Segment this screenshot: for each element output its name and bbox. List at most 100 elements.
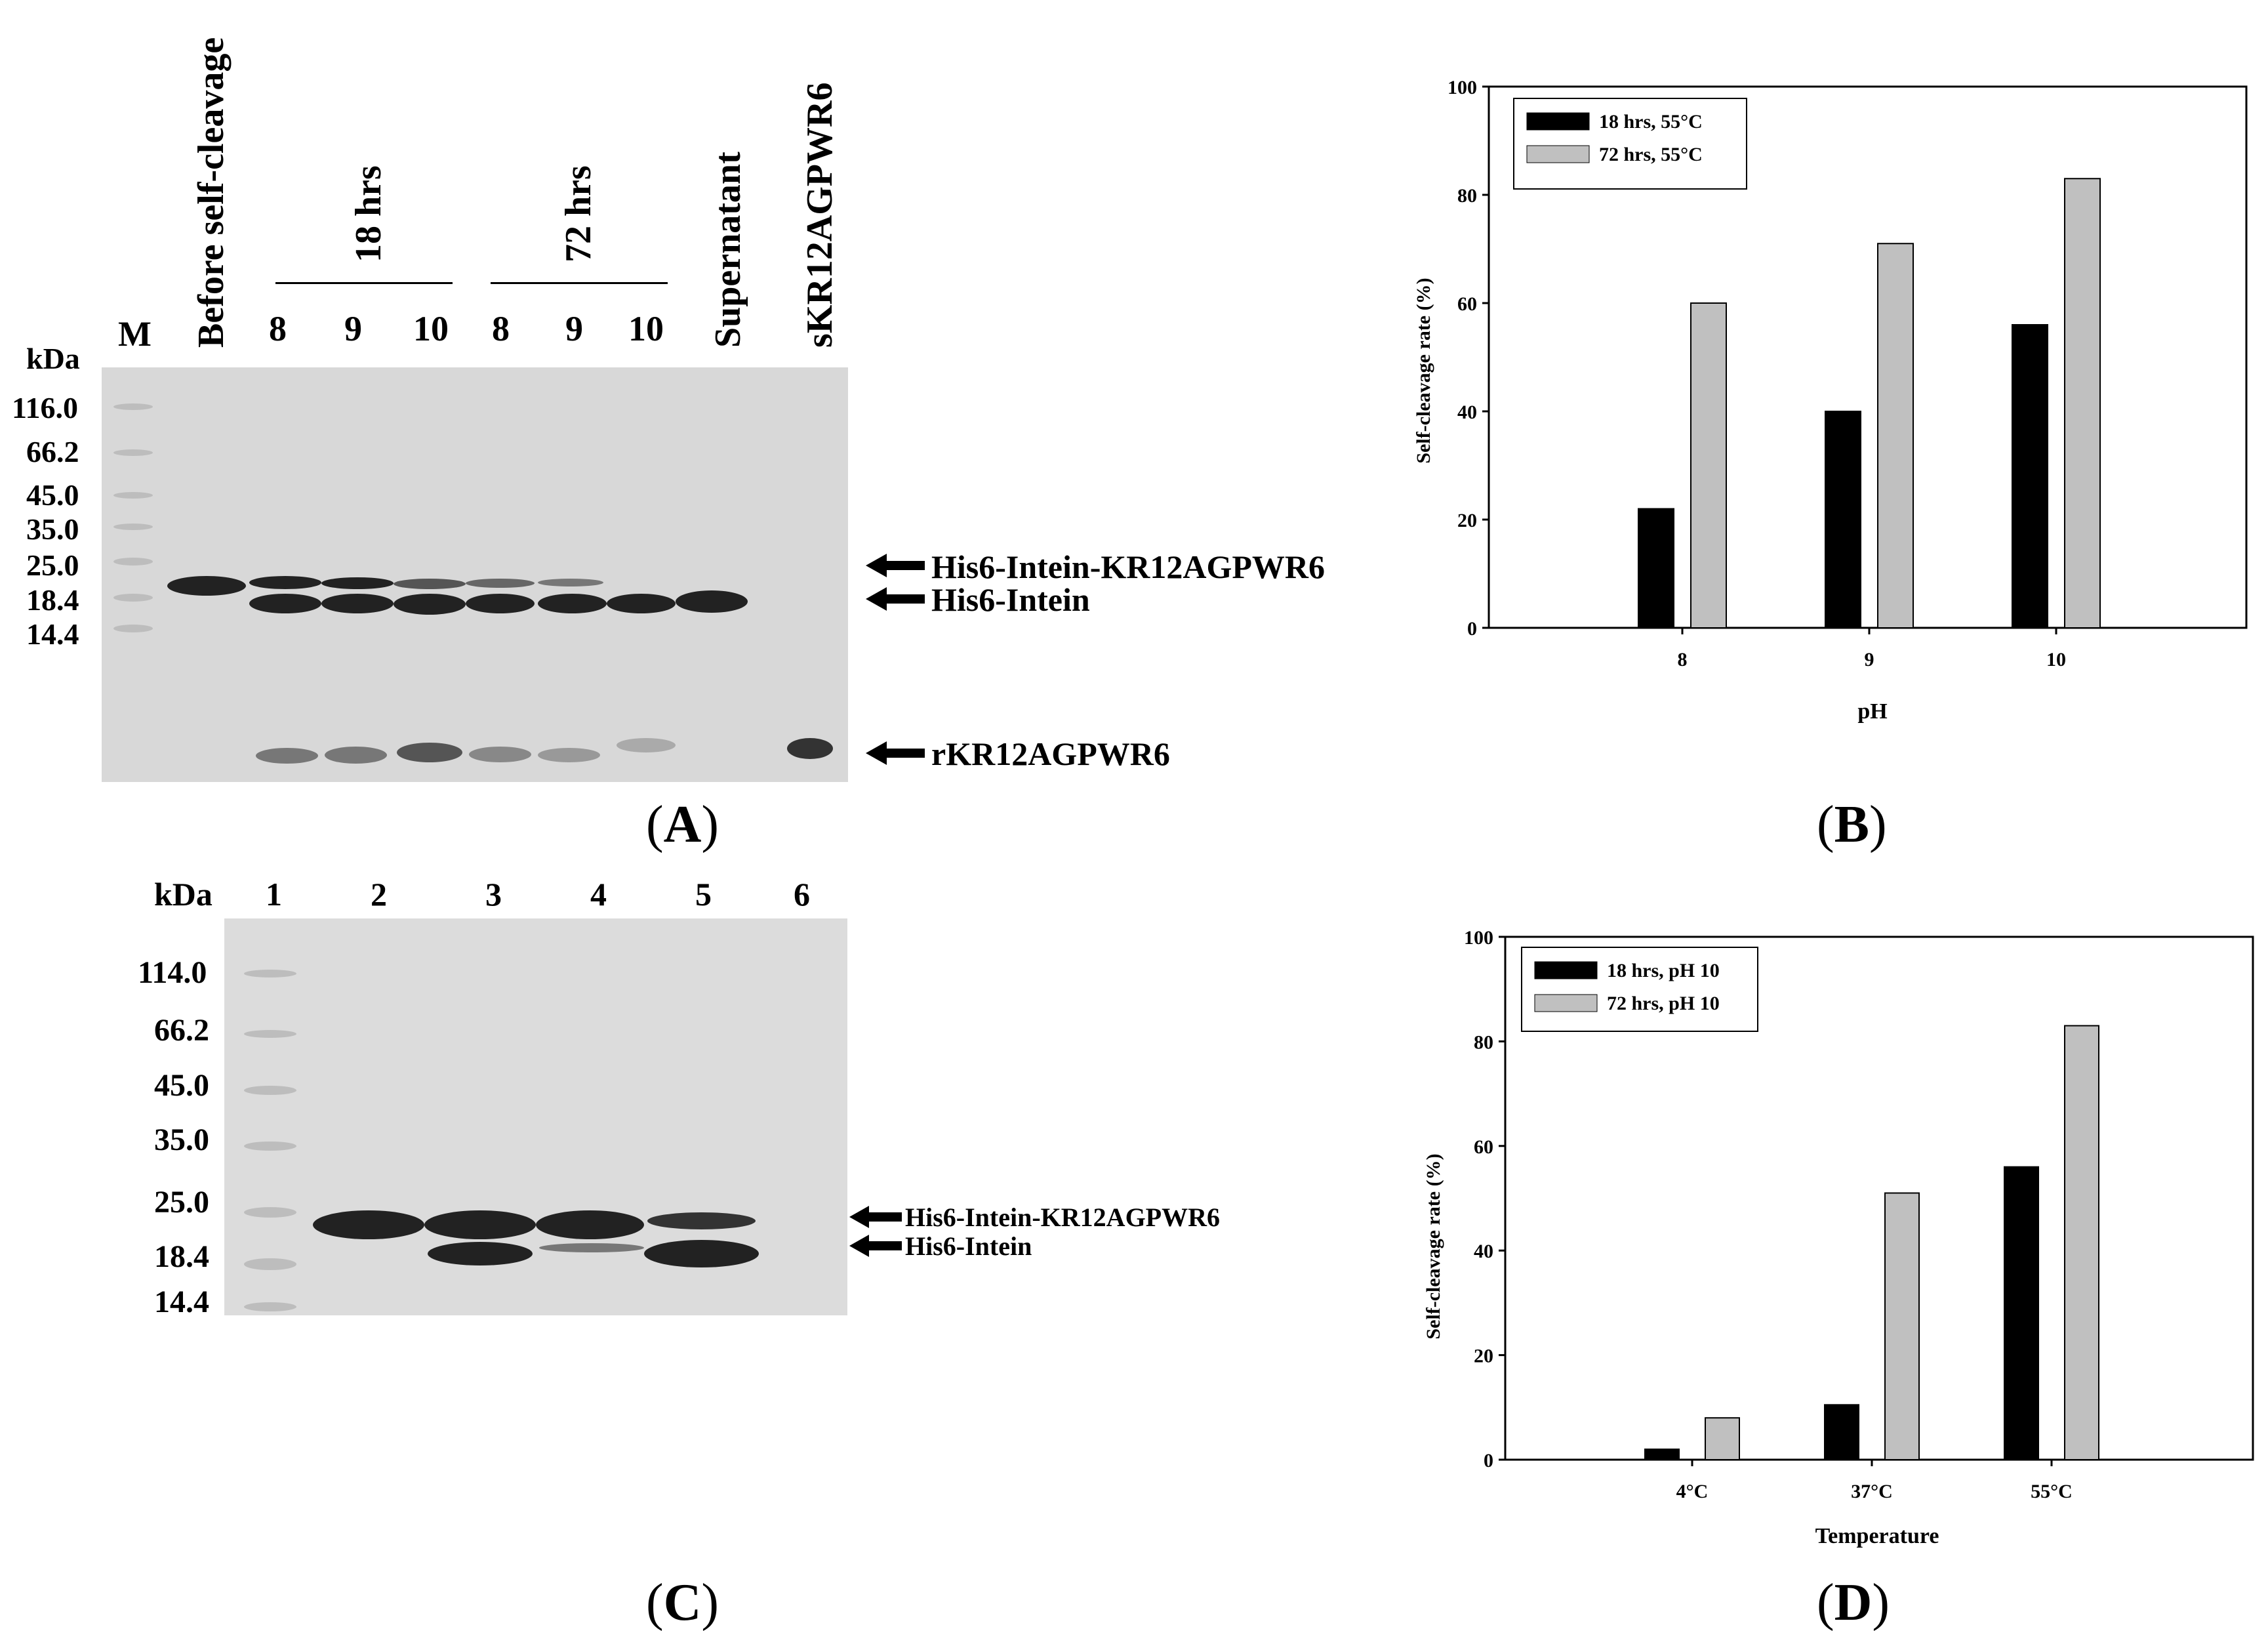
lane-number: 9	[565, 309, 583, 348]
arrow-label: His6-Intein	[931, 581, 1090, 618]
ladder-label: 114.0	[138, 955, 207, 990]
ladder-label: 35.0	[26, 512, 79, 546]
x-axis-label: pH	[1857, 699, 1887, 724]
bar-18hrs	[1824, 1404, 1859, 1460]
group-18hrs-label: 18 hrs	[348, 165, 389, 262]
legend-label: 18 hrs, 55°C	[1599, 111, 1703, 133]
plot-frame	[1488, 85, 2248, 629]
bar-72hrs	[2064, 178, 2101, 628]
y-axis-label: Self-cleavage rate (%)	[1423, 1153, 1444, 1339]
ladder-label: 45.0	[26, 478, 79, 512]
bar-18hrs	[2004, 1166, 2039, 1460]
ladder-label: 18.4	[154, 1239, 209, 1274]
kda-label: kDa	[26, 342, 80, 375]
kda-label: kDa	[154, 876, 213, 913]
legend-label: 72 hrs, 55°C	[1599, 144, 1703, 165]
ladder-label: 35.0	[154, 1122, 209, 1157]
legend-label: 72 hrs, pH 10	[1607, 993, 1720, 1014]
panel-letter-c: (C)	[646, 1574, 719, 1632]
y-tick-label: 80	[1457, 185, 1477, 207]
y-tick-label: 80	[1474, 1031, 1493, 1053]
ladder-label: 14.4	[26, 617, 79, 651]
ladder-label: 25.0	[154, 1185, 209, 1220]
x-tick-label: 55°C	[2031, 1481, 2073, 1502]
lane-number: 10	[413, 309, 449, 348]
lane-number: 8	[492, 309, 510, 348]
group-72hrs-label: 72 hrs	[558, 165, 599, 262]
bar-72hrs	[1877, 243, 1914, 628]
y-tick-label: 60	[1474, 1136, 1493, 1158]
lane-number: 3	[485, 876, 502, 913]
lane-number: 1	[266, 876, 282, 913]
x-tick-label: 4°C	[1676, 1481, 1709, 1502]
plot-frame	[1504, 936, 2254, 1461]
x-tick-label: 8	[1678, 649, 1688, 670]
arrow-icon	[849, 1235, 902, 1257]
lane-number: 8	[269, 309, 287, 348]
arrow-label: His6-Intein-KR12AGPWR6	[905, 1203, 1220, 1232]
y-axis-label: Self-cleavage rate (%)	[1413, 278, 1434, 463]
panel-c: kDa 1 2 3 4 5 6 114.0 66.2 45.0 35.0 25.…	[0, 866, 1390, 1646]
ladder-label: 45.0	[154, 1068, 209, 1103]
ladder-label: 18.4	[26, 583, 79, 617]
x-tick-label: 10	[2046, 649, 2066, 670]
y-tick-label: 100	[1464, 927, 1493, 949]
lane-number: 6	[794, 876, 810, 913]
panel-letter-b: (B)	[1817, 796, 1887, 854]
y-tick-label: 0	[1484, 1450, 1493, 1471]
lane-number: 5	[695, 876, 712, 913]
panel-d: Self-cleavage rate (%) Temperature 0 20 40…	[1390, 866, 2268, 1646]
lane-header-supernatant: Supernatant	[708, 152, 748, 348]
panel-a: Before self-cleavage Supernatant sKR12AG…	[0, 0, 1390, 866]
arrow-label: rKR12AGPWR6	[931, 735, 1170, 772]
chart-b: Self-cleavage rate (%) pH 0 20 40 60 80 100 8 9…	[1413, 77, 2248, 724]
gel-a-image	[102, 367, 848, 782]
legend-swatch	[1534, 994, 1598, 1012]
x-tick-label: 9	[1865, 649, 1874, 670]
y-tick-label: 20	[1457, 510, 1477, 531]
bar-72hrs	[1690, 302, 1727, 628]
x-tick-label: 37°C	[1851, 1481, 1893, 1502]
legend-label: 18 hrs, pH 10	[1607, 960, 1720, 981]
lane-number: 4	[590, 876, 607, 913]
bar-18hrs	[2012, 324, 2048, 628]
arrow-label: His6-Intein-KR12AGPWR6	[931, 548, 1325, 585]
chart-d: Self-cleavage rate (%) Temperature 0 20 40…	[1423, 927, 2254, 1548]
ladder-label: 116.0	[12, 391, 78, 424]
ladder-label: 25.0	[26, 548, 79, 582]
ladder-label: 14.4	[154, 1285, 209, 1319]
ladder-label: 66.2	[26, 435, 79, 468]
bar-18hrs	[1644, 1449, 1680, 1460]
lane-header-skr: sKR12AGPWR6	[800, 82, 840, 348]
y-tick-label: 100	[1448, 77, 1477, 98]
y-tick-label: 40	[1474, 1241, 1493, 1262]
bar-18hrs	[1638, 508, 1674, 628]
panel-b: Self-cleavage rate (%) pH 0 20 40 60 80 100 8 9…	[1390, 0, 2268, 866]
bar-72hrs	[2064, 1025, 2099, 1461]
arrow-label: His6-Intein	[905, 1231, 1032, 1261]
y-tick-label: 0	[1467, 618, 1477, 640]
ladder-label: 66.2	[154, 1013, 209, 1048]
arrow-icon	[866, 554, 925, 577]
lane-header-before: Before self-cleavage	[191, 37, 232, 348]
legend-box	[1521, 947, 1758, 1032]
legend-swatch	[1526, 145, 1590, 163]
legend-swatch	[1534, 961, 1598, 979]
gel-c-image	[224, 918, 847, 1315]
arrow-icon	[866, 741, 925, 765]
arrow-icon	[849, 1206, 902, 1228]
lane-number: 2	[371, 876, 387, 913]
legend-swatch	[1526, 112, 1590, 131]
marker-label: M	[118, 314, 152, 354]
panel-letter-d: (D)	[1817, 1574, 1890, 1632]
y-tick-label: 40	[1457, 401, 1477, 423]
y-tick-label: 20	[1474, 1346, 1493, 1367]
x-axis-label: Temperature	[1815, 1524, 1939, 1548]
y-tick-label: 60	[1457, 293, 1477, 315]
panel-letter-a: (A)	[646, 796, 719, 854]
arrow-icon	[866, 587, 925, 611]
bar-72hrs	[1705, 1417, 1740, 1460]
group-18hrs-line	[275, 282, 453, 284]
lane-number: 10	[628, 309, 664, 348]
bar-18hrs	[1825, 411, 1861, 628]
